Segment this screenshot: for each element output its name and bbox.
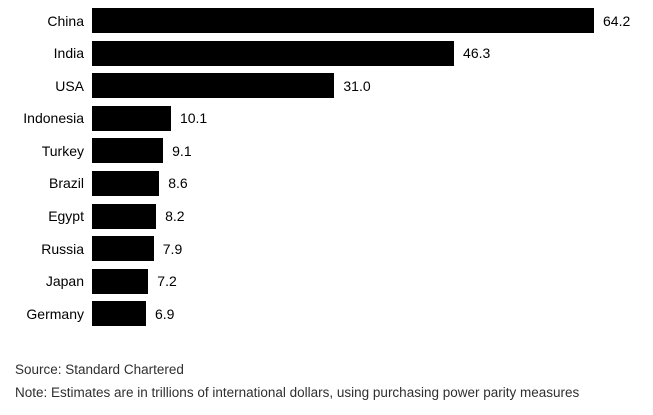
category-label: Germany: [26, 305, 84, 322]
value-label: 8.6: [168, 175, 188, 192]
bar-track: [92, 301, 146, 327]
bar: [92, 40, 455, 66]
value-label: 31.0: [343, 77, 371, 94]
bar: [92, 8, 594, 33]
bar-row: Russia 7.9: [0, 236, 653, 262]
bar-row: USA 31.0: [0, 73, 653, 99]
bar: [92, 73, 335, 99]
bar-row: Indonesia 10.1: [0, 105, 653, 131]
value-label: 64.2: [603, 12, 631, 29]
bar: [92, 268, 149, 294]
chart-footer: Source: Standard Chartered Note: Estimat…: [15, 358, 653, 404]
bar-track: [92, 170, 160, 196]
category-label: Japan: [45, 273, 84, 290]
value-label: 7.2: [157, 273, 177, 290]
bar-track: [92, 73, 335, 99]
bar: [92, 105, 171, 131]
methodology-note: Note: Estimates are in trillions of inte…: [15, 385, 580, 400]
category-label: China: [47, 12, 84, 29]
source-note: Source: Standard Chartered: [15, 362, 184, 377]
bar-row: China 64.2: [0, 8, 653, 33]
bar-row: Germany 6.9: [0, 301, 653, 327]
bar-row: Egypt 8.2: [0, 203, 653, 229]
value-label: 7.9: [162, 240, 183, 257]
bar-track: [92, 8, 594, 33]
category-label: Russia: [41, 240, 84, 257]
bar: [92, 138, 164, 164]
category-label: USA: [55, 77, 84, 94]
category-label: Indonesia: [23, 110, 84, 127]
value-label: 10.1: [179, 110, 208, 127]
category-label: India: [53, 45, 84, 62]
bar-track: [92, 138, 164, 164]
category-label: Egypt: [48, 208, 84, 225]
bar-chart: China 64.2 India 46.3 USA 31.0 Indonesia 10.1 Tu…: [0, 8, 653, 334]
value-label: 9.1: [172, 142, 192, 159]
bar-row: Turkey 9.1: [0, 138, 653, 164]
bar-track: [92, 236, 154, 262]
bar-row: Japan 7.2: [0, 268, 653, 294]
bar: [92, 301, 146, 327]
value-label: 46.3: [463, 45, 491, 62]
bar-row: Brazil 8.6: [0, 170, 653, 196]
value-label: 8.2: [165, 208, 185, 225]
bar-track: [92, 40, 455, 66]
bar: [92, 203, 157, 229]
bar-track: [92, 268, 149, 294]
bar: [92, 170, 160, 196]
bar-track: [92, 105, 171, 131]
category-label: Brazil: [48, 175, 84, 192]
value-label: 6.9: [154, 305, 175, 322]
category-label: Turkey: [41, 142, 84, 159]
bar-row: India 46.3: [0, 40, 653, 66]
bar: [92, 236, 154, 262]
bar-track: [92, 203, 157, 229]
